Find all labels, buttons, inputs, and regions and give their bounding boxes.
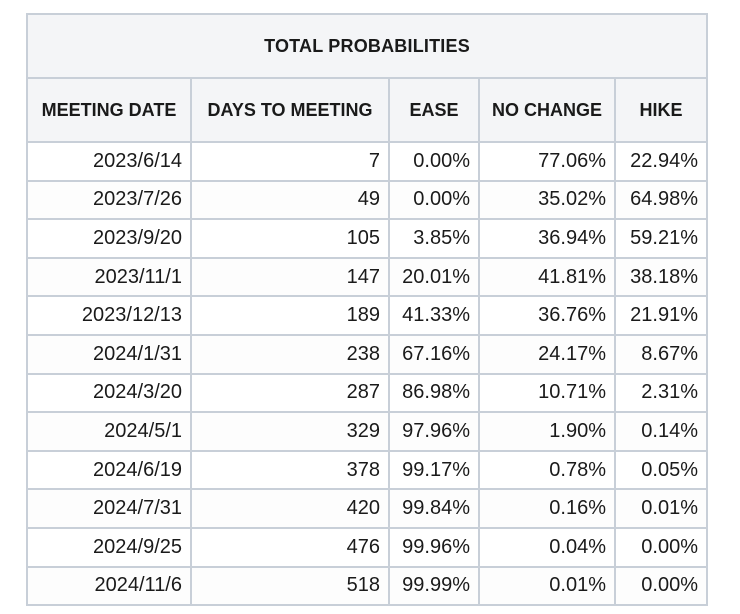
cell-ease: 99.84%	[388, 488, 480, 529]
cell-no-change: 0.01%	[478, 565, 616, 607]
cell-meeting-date: 2024/6/19	[26, 449, 192, 491]
cell-no-change: 10.71%	[478, 372, 616, 414]
table-row: 2024/7/31 420 99.84% 0.16% 0.01%	[26, 488, 708, 529]
cell-ease: 0.00%	[388, 141, 480, 182]
cell-meeting-date: 2024/9/25	[26, 526, 192, 568]
cell-hike: 64.98%	[614, 179, 708, 221]
table-body: 2023/6/14 7 0.00% 77.06% 22.94% 2023/7/2…	[26, 141, 708, 607]
table-row: 2023/11/1 147 20.01% 41.81% 38.18%	[26, 256, 708, 298]
table-row: 2024/9/25 476 99.96% 0.04% 0.00%	[26, 526, 708, 568]
column-header-no-change: NO CHANGE	[478, 77, 616, 143]
cell-ease: 20.01%	[388, 256, 480, 298]
cell-meeting-date: 2024/1/31	[26, 333, 192, 375]
cell-days-to-meeting: 329	[190, 411, 390, 452]
cell-no-change: 35.02%	[478, 179, 616, 221]
cell-days-to-meeting: 7	[190, 141, 390, 182]
cell-meeting-date: 2023/12/13	[26, 295, 192, 336]
cell-meeting-date: 2023/7/26	[26, 179, 192, 221]
cell-ease: 0.00%	[388, 179, 480, 221]
cell-ease: 97.96%	[388, 411, 480, 452]
cell-hike: 59.21%	[614, 218, 708, 259]
cell-meeting-date: 2024/11/6	[26, 565, 192, 607]
table-row: 2023/9/20 105 3.85% 36.94% 59.21%	[26, 218, 708, 259]
cell-no-change: 0.04%	[478, 526, 616, 568]
cell-days-to-meeting: 189	[190, 295, 390, 336]
table-row: 2024/1/31 238 67.16% 24.17% 8.67%	[26, 333, 708, 375]
cell-hike: 21.91%	[614, 295, 708, 336]
cell-days-to-meeting: 476	[190, 526, 390, 568]
cell-no-change: 0.78%	[478, 449, 616, 491]
cell-ease: 99.99%	[388, 565, 480, 607]
cell-hike: 0.00%	[614, 526, 708, 568]
cell-days-to-meeting: 49	[190, 179, 390, 221]
cell-ease: 99.17%	[388, 449, 480, 491]
cell-meeting-date: 2023/9/20	[26, 218, 192, 259]
cell-hike: 22.94%	[614, 141, 708, 182]
cell-hike: 0.01%	[614, 488, 708, 529]
probabilities-table: TOTAL PROBABILITIES MEETING DATE DAYS TO…	[26, 13, 708, 607]
cell-meeting-date: 2023/6/14	[26, 141, 192, 182]
probabilities-table-container: TOTAL PROBABILITIES MEETING DATE DAYS TO…	[26, 13, 708, 607]
cell-meeting-date: 2024/3/20	[26, 372, 192, 414]
cell-meeting-date: 2024/7/31	[26, 488, 192, 529]
cell-ease: 86.98%	[388, 372, 480, 414]
table-row: 2024/11/6 518 99.99% 0.01% 0.00%	[26, 565, 708, 607]
table-row: 2023/12/13 189 41.33% 36.76% 21.91%	[26, 295, 708, 336]
cell-days-to-meeting: 147	[190, 256, 390, 298]
cell-hike: 0.00%	[614, 565, 708, 607]
table-row: 2023/7/26 49 0.00% 35.02% 64.98%	[26, 179, 708, 221]
column-header-ease: EASE	[388, 77, 480, 143]
cell-hike: 2.31%	[614, 372, 708, 414]
cell-ease: 3.85%	[388, 218, 480, 259]
cell-days-to-meeting: 105	[190, 218, 390, 259]
column-header-row: MEETING DATE DAYS TO MEETING EASE NO CHA…	[26, 77, 708, 143]
cell-no-change: 36.76%	[478, 295, 616, 336]
column-header-hike: HIKE	[614, 77, 708, 143]
cell-no-change: 36.94%	[478, 218, 616, 259]
cell-ease: 67.16%	[388, 333, 480, 375]
cell-no-change: 0.16%	[478, 488, 616, 529]
cell-days-to-meeting: 378	[190, 449, 390, 491]
cell-hike: 38.18%	[614, 256, 708, 298]
cell-days-to-meeting: 518	[190, 565, 390, 607]
table-row: 2024/3/20 287 86.98% 10.71% 2.31%	[26, 372, 708, 414]
cell-ease: 41.33%	[388, 295, 480, 336]
cell-no-change: 1.90%	[478, 411, 616, 452]
cell-hike: 0.05%	[614, 449, 708, 491]
cell-no-change: 41.81%	[478, 256, 616, 298]
cell-days-to-meeting: 287	[190, 372, 390, 414]
cell-meeting-date: 2023/11/1	[26, 256, 192, 298]
cell-no-change: 77.06%	[478, 141, 616, 182]
table-row: 2024/5/1 329 97.96% 1.90% 0.14%	[26, 411, 708, 452]
column-header-meeting-date: MEETING DATE	[26, 77, 192, 143]
cell-meeting-date: 2024/5/1	[26, 411, 192, 452]
cell-no-change: 24.17%	[478, 333, 616, 375]
cell-days-to-meeting: 420	[190, 488, 390, 529]
table-title-row: TOTAL PROBABILITIES	[26, 13, 708, 79]
cell-days-to-meeting: 238	[190, 333, 390, 375]
table-row: 2023/6/14 7 0.00% 77.06% 22.94%	[26, 141, 708, 182]
cell-ease: 99.96%	[388, 526, 480, 568]
column-header-days-to-meeting: DAYS TO MEETING	[190, 77, 390, 143]
cell-hike: 0.14%	[614, 411, 708, 452]
table-row: 2024/6/19 378 99.17% 0.78% 0.05%	[26, 449, 708, 491]
cell-hike: 8.67%	[614, 333, 708, 375]
table-title: TOTAL PROBABILITIES	[26, 13, 708, 79]
